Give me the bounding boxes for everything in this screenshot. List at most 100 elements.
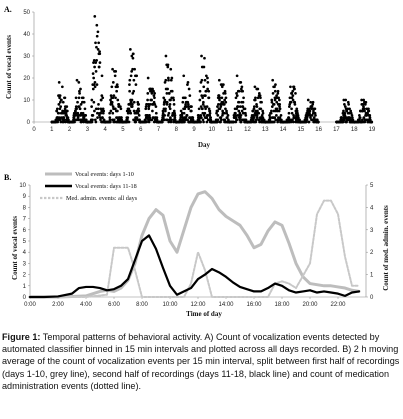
panel-a-point xyxy=(268,116,272,119)
panel-a-point xyxy=(62,120,65,124)
panel-b-y2-tick-label: 2 xyxy=(370,250,374,256)
panel-a-point xyxy=(208,109,212,113)
panel-a-point xyxy=(220,96,224,100)
panel-a-point xyxy=(367,109,371,113)
panel-a-point xyxy=(115,83,119,86)
panel-a-point xyxy=(94,120,98,124)
panel-a-point xyxy=(238,105,242,108)
panel-a-point xyxy=(187,107,191,111)
panel-a-point xyxy=(147,120,151,124)
panel-a-point xyxy=(169,116,172,119)
panel-a-point xyxy=(163,118,166,122)
panel-a-point xyxy=(297,116,300,119)
panel-a-x-tick-label: 0 xyxy=(32,127,36,133)
panel-b-y2-ticks: 0 1 2 3 4 5 xyxy=(366,183,374,301)
panel-a-point xyxy=(234,114,237,117)
panel-a-point xyxy=(128,89,131,93)
panel-a-point xyxy=(360,98,363,102)
panel-a-point xyxy=(276,120,280,124)
panel-a-point xyxy=(289,100,293,104)
panel-a-point xyxy=(221,114,224,117)
panel-a-y-tick-label: 30 xyxy=(23,54,30,60)
panel-a-point xyxy=(161,111,165,115)
panel-a-point xyxy=(61,100,65,104)
panel-a-point xyxy=(310,114,314,117)
panel-a-point xyxy=(111,96,115,100)
panel-a-point xyxy=(260,100,263,104)
panel-a-point xyxy=(205,120,209,124)
panel-a-point xyxy=(92,100,96,104)
panel-a-x-tick-label: 19 xyxy=(369,127,376,133)
panel-b-x-tick-label: 4:00 xyxy=(80,302,92,308)
panel-a-point xyxy=(162,96,166,100)
panel-a-point xyxy=(184,103,187,106)
panel-a-point xyxy=(183,107,187,111)
panel-a-point xyxy=(165,103,169,106)
panel-a-point xyxy=(155,116,159,119)
panel-a-point xyxy=(197,118,201,122)
panel-a-point xyxy=(127,107,131,111)
panel-a-x-tick-label: 11 xyxy=(227,127,234,133)
panel-a-point xyxy=(95,83,99,86)
panel-a-point xyxy=(200,94,204,97)
panel-a-point xyxy=(201,107,204,111)
panel-a-point xyxy=(95,34,99,38)
panel-a-point xyxy=(218,96,222,100)
panel-a-point xyxy=(272,109,276,113)
panel-a-point xyxy=(218,107,222,111)
panel-a-point xyxy=(271,78,275,82)
panel-a-point xyxy=(168,103,172,106)
panel-b-y-tick-label: 9 xyxy=(23,194,27,200)
panel-a-point xyxy=(278,116,282,119)
panel-a-point xyxy=(347,103,350,106)
panel-a-point xyxy=(108,111,111,115)
panel-a-point xyxy=(119,105,122,108)
panel-a-point xyxy=(235,118,239,122)
panel-a-point xyxy=(239,120,243,124)
panel-a-point xyxy=(198,98,202,102)
panel-a-point xyxy=(148,116,152,119)
panel-a-point xyxy=(128,78,132,82)
panel-a-point xyxy=(237,109,241,113)
panel-a-point xyxy=(93,81,97,84)
panel-a-point xyxy=(243,107,247,111)
panel-a-point xyxy=(92,76,96,80)
panel-a-point xyxy=(209,118,213,122)
panel-a-point xyxy=(252,107,256,111)
panel-a-point xyxy=(239,116,242,119)
panel-a-point xyxy=(207,96,211,100)
panel-a-point xyxy=(241,105,245,108)
panel-a-x-tick-label: 5 xyxy=(121,127,125,133)
panel-a-point xyxy=(145,114,149,117)
panel-b-y2-tick-label: 5 xyxy=(370,183,374,189)
panel-a-point xyxy=(215,111,218,115)
panel-a-point xyxy=(199,81,203,84)
panel-a-point xyxy=(80,120,83,124)
panel-a-point xyxy=(280,118,283,122)
panel-a-point xyxy=(204,74,208,78)
panel-a-point xyxy=(165,92,169,95)
panel-a-point xyxy=(277,96,280,100)
panel-a-point xyxy=(278,98,281,102)
panel-a-point xyxy=(197,107,201,111)
panel-a-point xyxy=(59,120,63,124)
panel-a-point xyxy=(203,56,206,60)
panel-a-x-tick-label: 15 xyxy=(297,127,304,133)
panel-a-point xyxy=(155,118,159,122)
panel-a-point xyxy=(224,96,228,100)
panel-a-point xyxy=(126,111,130,115)
panel-a-point xyxy=(76,116,80,119)
panel-a-x-tick-label: 8 xyxy=(175,127,179,133)
panel-a-point xyxy=(217,103,220,106)
panel-a-point xyxy=(97,41,101,45)
panel-a-point xyxy=(206,81,210,84)
panel-a-point xyxy=(92,83,96,86)
panel-a-point xyxy=(84,118,88,122)
panel-a-point xyxy=(63,107,67,111)
panel-a-point xyxy=(270,109,273,113)
panel-a-point xyxy=(78,92,81,95)
panel-a-point xyxy=(74,96,78,100)
panel-a-point xyxy=(234,116,238,119)
panel-a-point xyxy=(62,116,66,119)
panel-b-y2-tick-label: 1 xyxy=(370,273,374,279)
